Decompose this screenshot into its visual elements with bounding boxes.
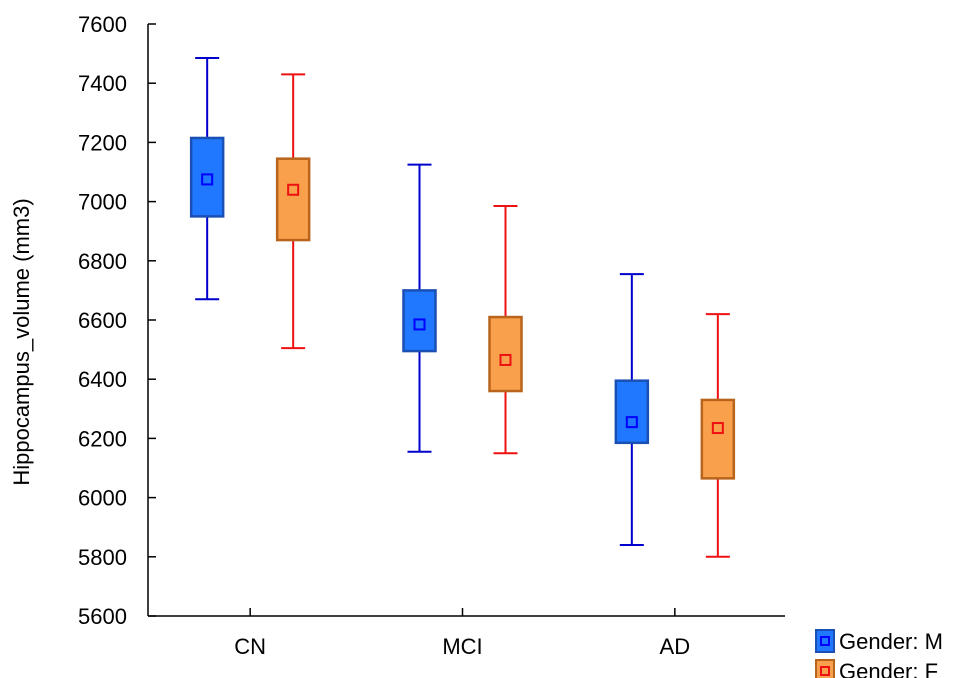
- x-axis: CN MCI AD: [148, 608, 785, 659]
- box-male-cn: [189, 57, 225, 301]
- box-rect: [275, 157, 311, 242]
- mean-marker: [201, 173, 214, 186]
- legend-swatch: [815, 629, 835, 653]
- x-tick-label: MCI: [442, 634, 482, 659]
- y-tick-label: 7600: [78, 12, 127, 37]
- legend-item: Gender: F: [815, 659, 938, 678]
- y-tick-label: 7000: [78, 190, 127, 215]
- box-female-cn: [275, 73, 311, 350]
- y-tick-label: 6000: [78, 486, 127, 511]
- legend-label: Gender: F: [839, 659, 938, 678]
- box-male-ad: [614, 273, 650, 546]
- mean-marker: [287, 183, 300, 196]
- x-tick-label: CN: [234, 634, 266, 659]
- plot-area: [189, 57, 736, 558]
- mean-marker: [413, 318, 426, 331]
- y-tick-label: 6200: [78, 426, 127, 451]
- box-rect: [700, 398, 736, 480]
- mean-marker: [499, 353, 512, 366]
- y-tick-label: 6800: [78, 249, 127, 274]
- legend-marker: [820, 636, 830, 646]
- box-male-mci: [402, 163, 437, 453]
- y-tick-label: 6400: [78, 367, 127, 392]
- y-tick-label: 5800: [78, 545, 127, 570]
- box-female-mci: [488, 205, 523, 455]
- x-tick-label: AD: [660, 634, 691, 659]
- box-rect: [402, 289, 437, 353]
- mean-marker: [625, 416, 638, 429]
- mean-marker: [711, 422, 724, 435]
- y-tick-label: 5600: [78, 604, 127, 629]
- y-tick-label: 7200: [78, 130, 127, 155]
- y-axis-label: Hippocampus_volume (mm3): [9, 198, 34, 485]
- box-female-ad: [700, 313, 736, 558]
- legend-label: Gender: M: [839, 629, 943, 654]
- legend: Gender: M Gender: F: [815, 629, 943, 678]
- legend-marker: [820, 666, 830, 676]
- y-tick-label: 7400: [78, 71, 127, 96]
- box-rect: [614, 379, 650, 445]
- y-tick-label: 6600: [78, 308, 127, 333]
- legend-item: Gender: M: [815, 629, 943, 654]
- y-axis: 5600 5800 6000 6200 6400 6600 6800 7000 7200 7400…: [78, 12, 156, 629]
- box-rect: [189, 136, 225, 218]
